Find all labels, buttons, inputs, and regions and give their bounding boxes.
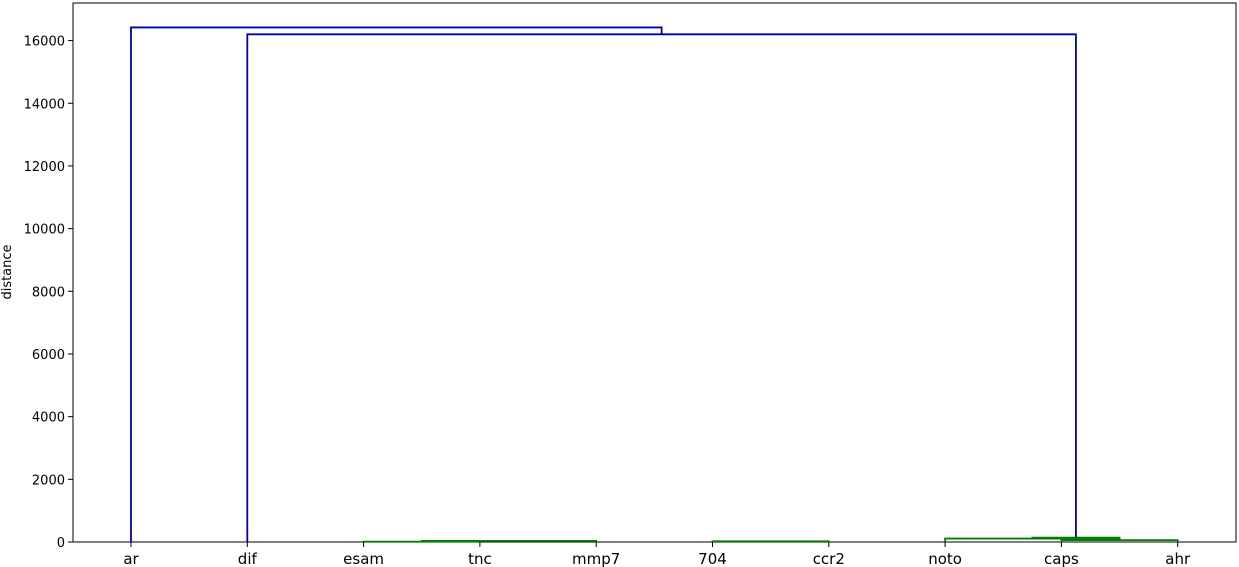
leaf-label: esam [343, 550, 384, 567]
leaf-label: caps [1044, 550, 1079, 567]
y-tick-label: 16000 [24, 35, 65, 50]
y-tick-label: 0 [57, 536, 65, 551]
y-tick-label: 6000 [32, 348, 65, 363]
dendrogram-link [246, 33, 1077, 542]
y-axis-title: distance [0, 244, 15, 299]
leaf-label: dif [238, 550, 258, 567]
y-tick-label: 4000 [32, 411, 65, 426]
dendrogram-link [420, 540, 598, 542]
leaf-label: 704 [698, 550, 727, 567]
leaf-label: mmp7 [572, 550, 620, 567]
plot-frame [72, 2, 1237, 543]
leaf-label: ccr2 [813, 550, 845, 567]
dendrogram-link [711, 540, 830, 543]
leaf-label: noto [928, 550, 962, 567]
dendrogram-link [1031, 536, 1121, 541]
y-tick-label: 8000 [32, 285, 65, 300]
leaf-labels: ar dif esam tnc mmp7 704 ccr2 noto caps ahr [123, 542, 1191, 567]
leaf-label: tnc [468, 550, 492, 567]
y-tick-label: 14000 [24, 97, 65, 112]
dendrogram-links [130, 26, 1179, 543]
dendrogram-link [1060, 539, 1179, 542]
y-tick-label: 2000 [32, 473, 65, 488]
leaf-label: ahr [1165, 550, 1191, 567]
dendrogram-link [130, 26, 663, 542]
y-axis-ticks: 0 2000 4000 6000 8000 10000 12000 14000 16000 [24, 35, 73, 551]
y-tick-label: 10000 [24, 223, 65, 238]
y-tick-label: 12000 [24, 160, 65, 175]
leaf-label: ar [123, 550, 139, 567]
